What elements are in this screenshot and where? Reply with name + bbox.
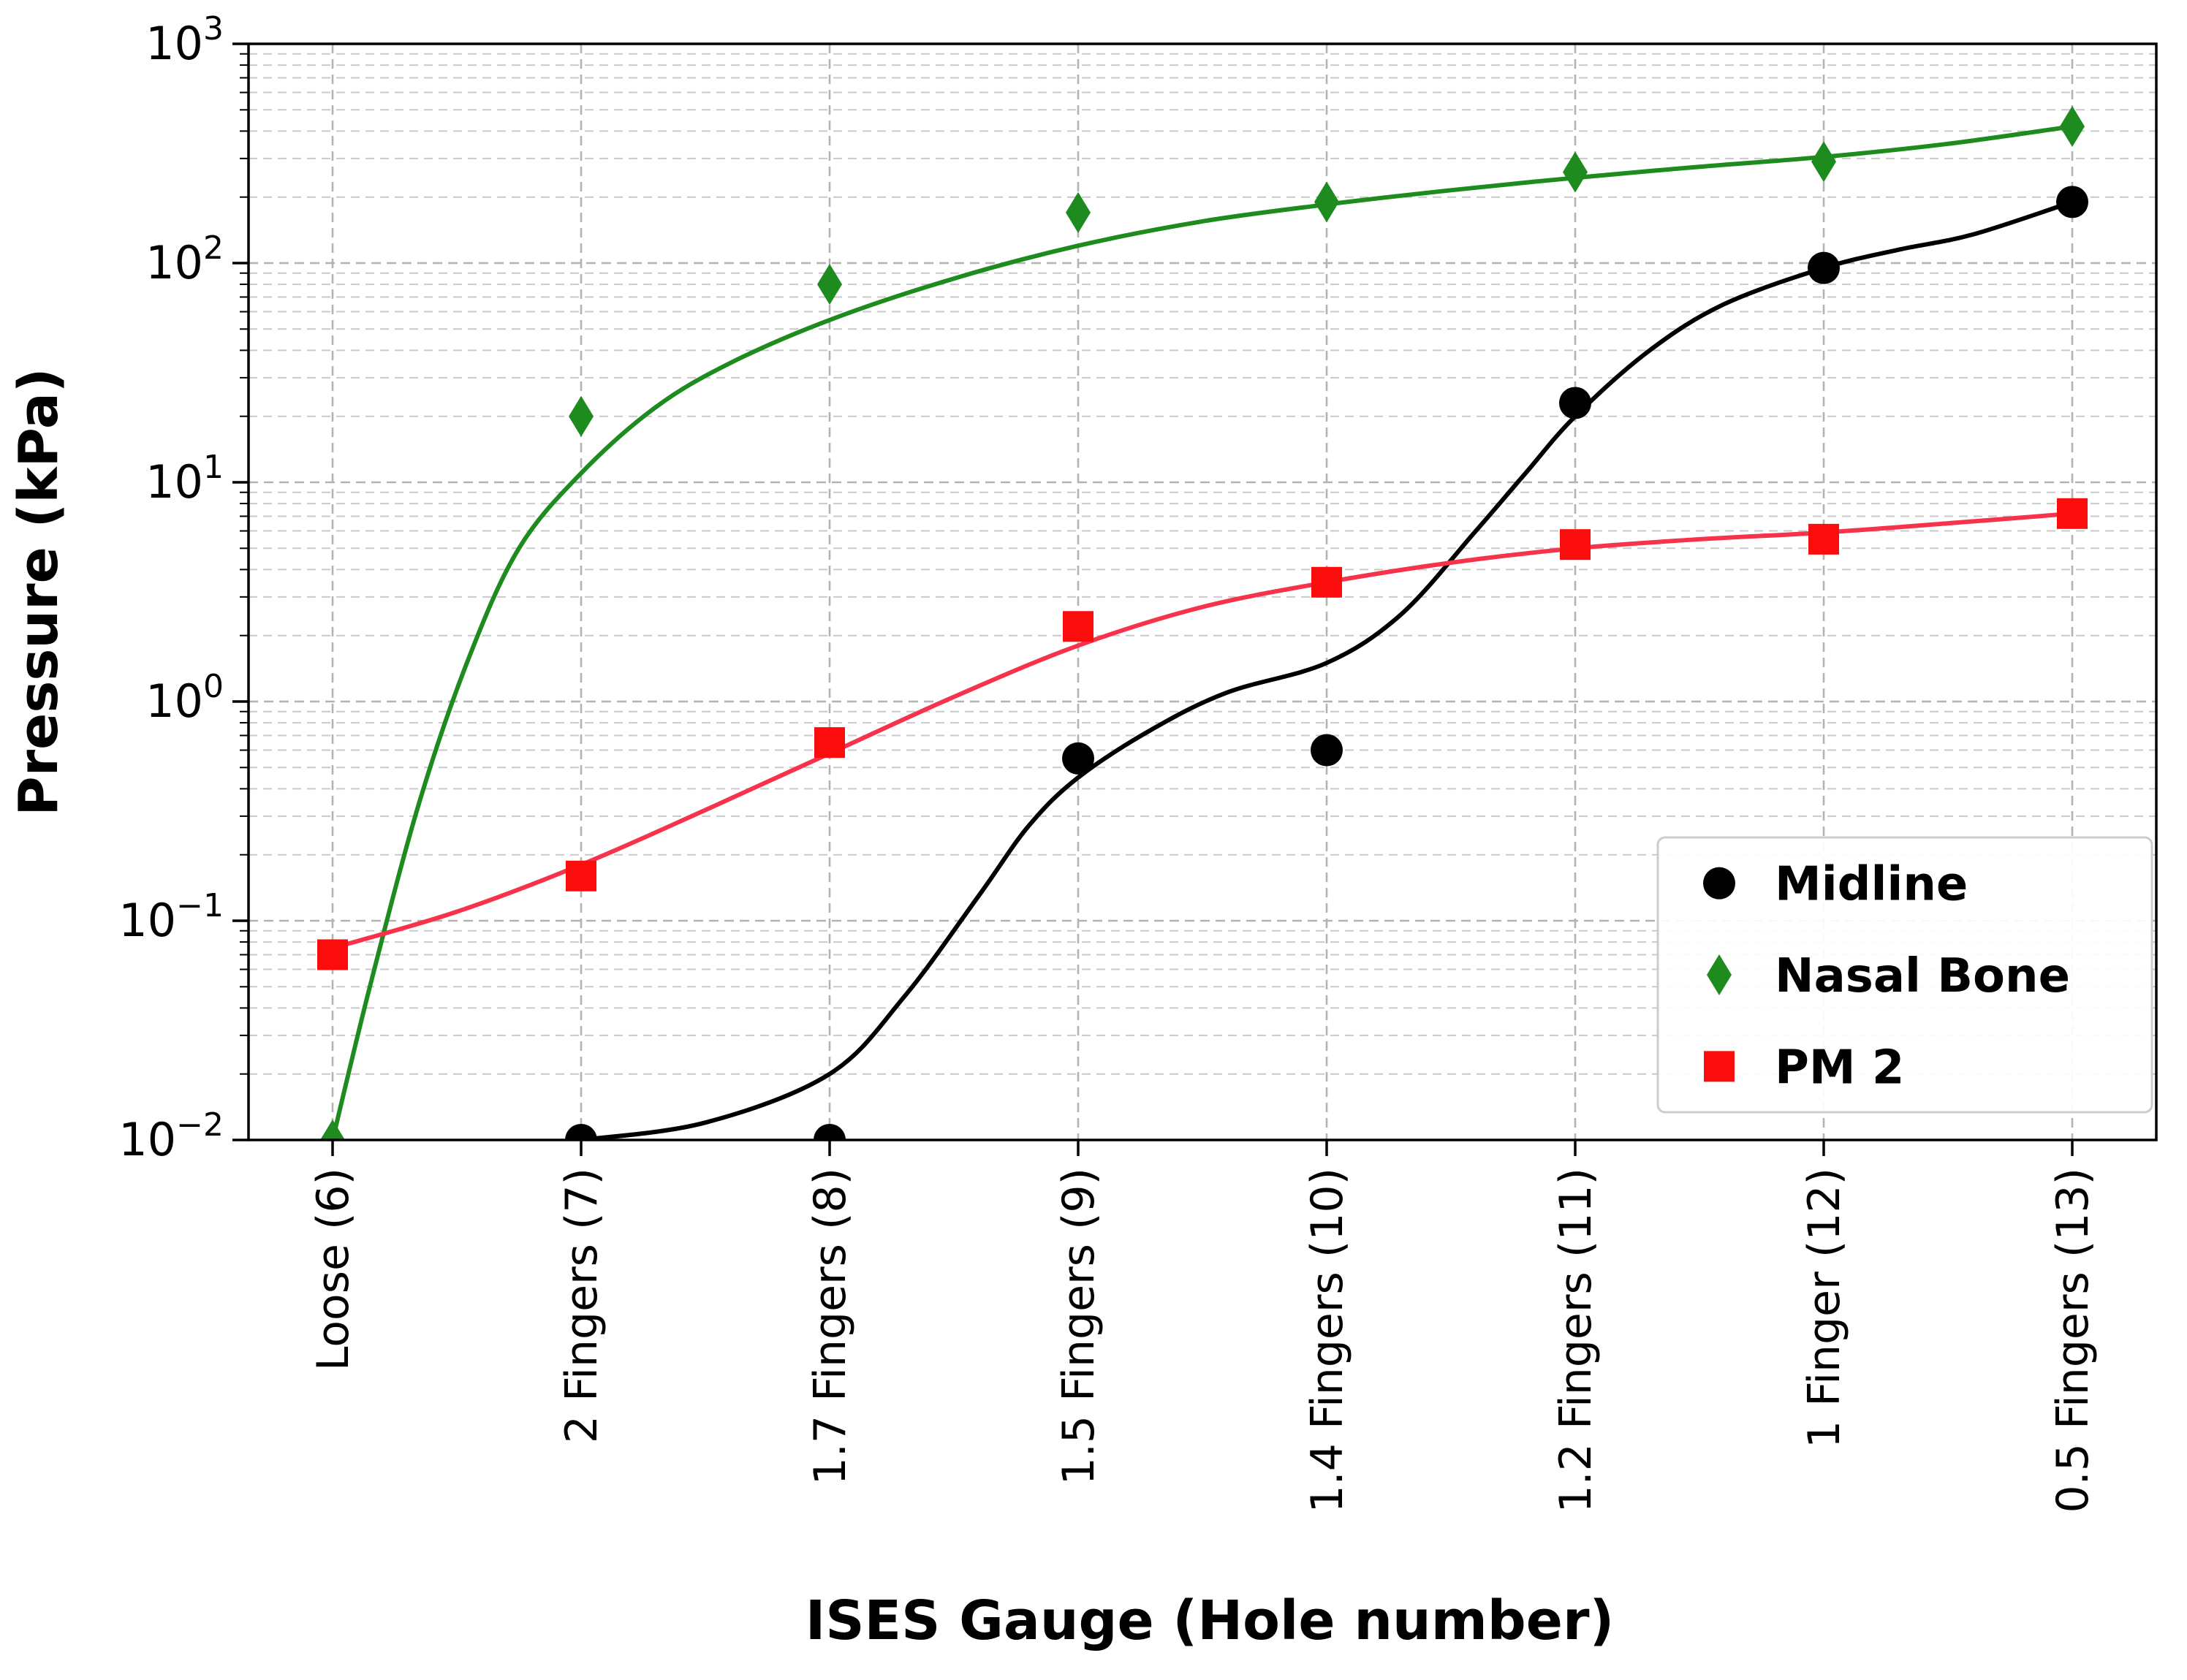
marker-square: [317, 939, 348, 970]
legend-label: Nasal Bone: [1775, 949, 2070, 1003]
marker-diamond: [817, 264, 842, 305]
marker-circle: [565, 1124, 597, 1140]
y-tick-label: 100: [145, 668, 224, 728]
x-tick-label: 2 Fingers (7): [556, 1168, 607, 1443]
marker-circle: [1311, 734, 1343, 767]
marker-diamond: [1314, 181, 1339, 223]
plot-frame: [247, 42, 2158, 1141]
x-axis-label: ISES Gauge (Hole number): [806, 1589, 1615, 1652]
scatter-midline: [565, 186, 2088, 1140]
marker-diamond: [2060, 106, 2085, 148]
data-layer: [317, 106, 2088, 1140]
x-tick-label: 1.4 Fingers (10): [1302, 1168, 1353, 1513]
x-tick-label: 1.2 Fingers (11): [1550, 1168, 1602, 1513]
y-tick-label: 10−2: [118, 1106, 224, 1166]
marker-circle: [1559, 387, 1591, 419]
x-tick-label: 0.5 Fingers (13): [2047, 1168, 2099, 1513]
marker-square: [566, 860, 596, 892]
fit-line-nasal-bone: [330, 124, 2074, 1140]
fit-line-midline: [579, 199, 2074, 1140]
marker-diamond: [1066, 191, 1091, 233]
legend-label: PM 2: [1775, 1041, 1904, 1095]
marker-square: [1311, 566, 1342, 598]
marker-circle: [1808, 251, 1840, 284]
legend-box: [1656, 836, 2153, 1114]
marker-square: [1560, 529, 1591, 560]
marker-diamond: [1811, 141, 1836, 183]
fit-line-pm-2: [330, 511, 2074, 951]
marker-circle: [2056, 186, 2088, 218]
x-tick-label: 1.5 Fingers (9): [1053, 1168, 1104, 1485]
y-tick-label: 101: [145, 449, 224, 509]
marker-diamond: [1563, 151, 1588, 193]
x-tick-label: Loose (6): [308, 1168, 359, 1371]
y-tick-label: 10−1: [118, 887, 224, 947]
marker-diamond: [569, 395, 594, 437]
x-tick-label: 1 Finger (12): [1799, 1168, 1850, 1448]
marker-diamond: [320, 1120, 345, 1140]
marker-circle: [814, 1124, 846, 1140]
marker-square: [1063, 611, 1094, 642]
legend-marker-circle: [1703, 867, 1735, 900]
marker-square: [1808, 523, 1839, 555]
y-axis-label: Pressure (kPa): [7, 368, 70, 816]
legend-marker-square: [1704, 1051, 1735, 1082]
legend: Midline Nasal Bone PM 2: [1656, 836, 2153, 1114]
axis-tick-layer: 103 102 101 100 10−1 10−2 Loose (6) 2 Fingers (…: [118, 10, 2099, 1513]
legend-label: Midline: [1775, 858, 1968, 912]
marker-circle: [1062, 742, 1094, 775]
scatter-nasal-bone: [320, 106, 2085, 1140]
marker-square: [814, 727, 845, 759]
y-tick-label: 102: [145, 229, 224, 289]
x-tick-label: 1.7 Fingers (8): [805, 1168, 856, 1485]
scatter-pm-2: [317, 498, 2088, 970]
y-tick-label: 103: [145, 10, 224, 70]
legend-marker-diamond: [1707, 954, 1732, 995]
marker-square: [2057, 498, 2088, 529]
